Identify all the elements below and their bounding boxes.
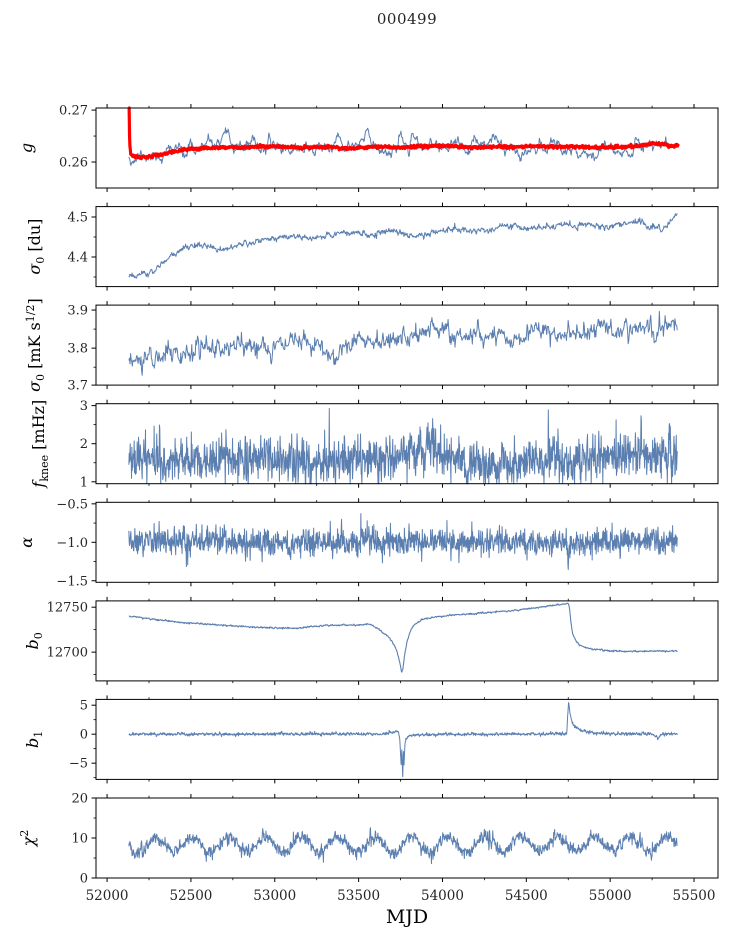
panel-fknee-ylabel: fknee [mHz] xyxy=(29,400,51,489)
panel-b1-ylabel: b1 xyxy=(23,731,45,748)
y-tick-label: 0 xyxy=(80,728,88,743)
panel-sigma0-du-ylabel: σ0 [du] xyxy=(25,219,47,275)
y-tick-label: 3.8 xyxy=(67,342,88,357)
panel-chi2-ylabel: χ2 xyxy=(18,830,38,848)
y-tick-label: 0 xyxy=(80,872,88,887)
y-tick-label: 10 xyxy=(71,832,88,847)
y-tick-label: 2 xyxy=(80,437,88,452)
x-tick-label: 55500 xyxy=(673,888,716,904)
y-tick-label: 3.7 xyxy=(67,379,88,394)
panel-b1-frame xyxy=(95,698,719,780)
x-tick-label: 55000 xyxy=(589,888,632,904)
y-tick-label: −0.5 xyxy=(56,497,88,512)
y-tick-label: 5 xyxy=(80,699,88,714)
x-tick-label: 52500 xyxy=(169,888,212,904)
y-tick-label: −5 xyxy=(69,757,88,772)
y-tick-label: 12700 xyxy=(47,646,88,661)
y-tick-label: −1.0 xyxy=(56,536,88,551)
y-tick-label: 0.27 xyxy=(59,104,88,119)
y-tick-label: 3.9 xyxy=(67,304,88,319)
x-tick-label: 52000 xyxy=(86,888,129,904)
panel-g-ylabel: g xyxy=(17,143,36,153)
y-tick-label: 20 xyxy=(71,792,88,807)
x-tick-label: 53000 xyxy=(253,888,296,904)
panel-b0-frame xyxy=(95,600,719,682)
series-g-raw xyxy=(128,127,678,166)
y-tick-label: 0.26 xyxy=(59,156,88,171)
chart-title: 000499 xyxy=(376,10,438,28)
panel-b0-ylabel: b0 xyxy=(23,632,45,649)
panel-sigma0-mk-ylabel: σ0 [mK s1/2] xyxy=(24,298,47,392)
y-tick-label: 1 xyxy=(80,475,88,490)
series-g-smoothed xyxy=(127,106,681,161)
x-tick-label: 53500 xyxy=(337,888,380,904)
y-tick-label: 4.5 xyxy=(67,211,88,226)
series-alpha xyxy=(128,513,678,570)
panel-g-frame xyxy=(95,107,719,189)
x-tick-label: 54000 xyxy=(421,888,464,904)
panel-sigma0-du-frame xyxy=(95,206,719,288)
series-sigma0-mk xyxy=(128,310,678,376)
series-fknee xyxy=(128,407,678,485)
panel-alpha-ylabel: α xyxy=(17,537,36,548)
y-tick-label: 4.4 xyxy=(67,251,88,266)
y-tick-label: −1.5 xyxy=(56,574,88,589)
x-axis-title: MJD xyxy=(385,906,429,928)
series-b1 xyxy=(128,702,678,778)
series-chi2 xyxy=(128,827,678,865)
x-tick-label: 54500 xyxy=(505,888,548,904)
series-b0 xyxy=(128,602,678,673)
y-tick-label: 12750 xyxy=(47,601,88,616)
y-tick-label: 3 xyxy=(80,399,88,414)
panel-sigma0-mk-frame xyxy=(95,304,719,386)
series-sigma0-du xyxy=(128,213,678,279)
